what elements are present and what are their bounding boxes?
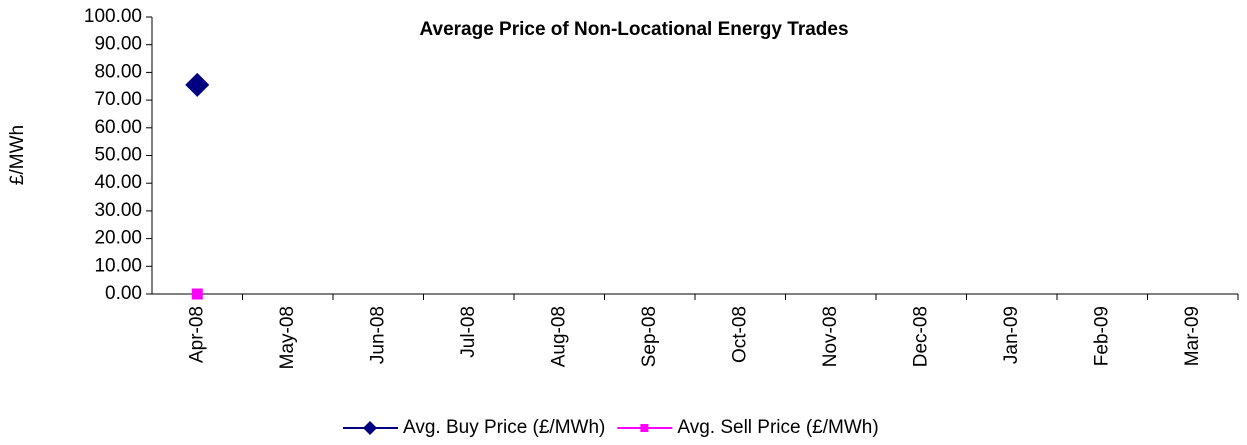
legend-label: Avg. Buy Price (£/MWh) [403,417,605,438]
x-tick-label: Apr-08 [186,306,207,363]
y-tick-label: 40.00 [94,172,142,193]
y-tick-label: 30.00 [94,200,142,221]
y-tick-label: 50.00 [94,145,142,166]
x-tick-label: Mar-09 [1182,306,1203,366]
legend-marker [640,424,649,432]
y-tick-label: 10.00 [94,255,142,276]
y-tick-label: 20.00 [94,228,142,249]
y-tick-label: 60.00 [94,117,142,138]
legend-marker [363,421,377,435]
data-point [185,72,210,97]
y-axis-label: £/MWh [7,125,28,185]
x-tick-label: Sep-08 [639,306,660,367]
x-tick-label: Jun-08 [367,306,388,364]
chart-title: Average Price of Non-Locational Energy T… [419,19,848,40]
y-tick-label: 0.00 [105,283,142,304]
y-tick-label: 80.00 [94,61,142,82]
x-tick-label: Aug-08 [548,306,569,367]
x-tick-label: Oct-08 [729,306,750,363]
y-tick-label: 90.00 [94,34,142,55]
legend-label: Avg. Sell Price (£/MWh) [677,417,878,438]
x-tick-label: Jan-09 [1001,306,1022,364]
x-tick-label: Feb-09 [1091,306,1112,366]
x-tick-label: Nov-08 [820,306,841,367]
y-tick-label: 70.00 [94,89,142,110]
data-point [191,288,203,300]
x-tick-label: Dec-08 [910,306,931,367]
x-tick-label: May-08 [277,306,298,369]
x-tick-label: Jul-08 [458,306,479,358]
y-tick-label: 100.00 [84,6,142,27]
